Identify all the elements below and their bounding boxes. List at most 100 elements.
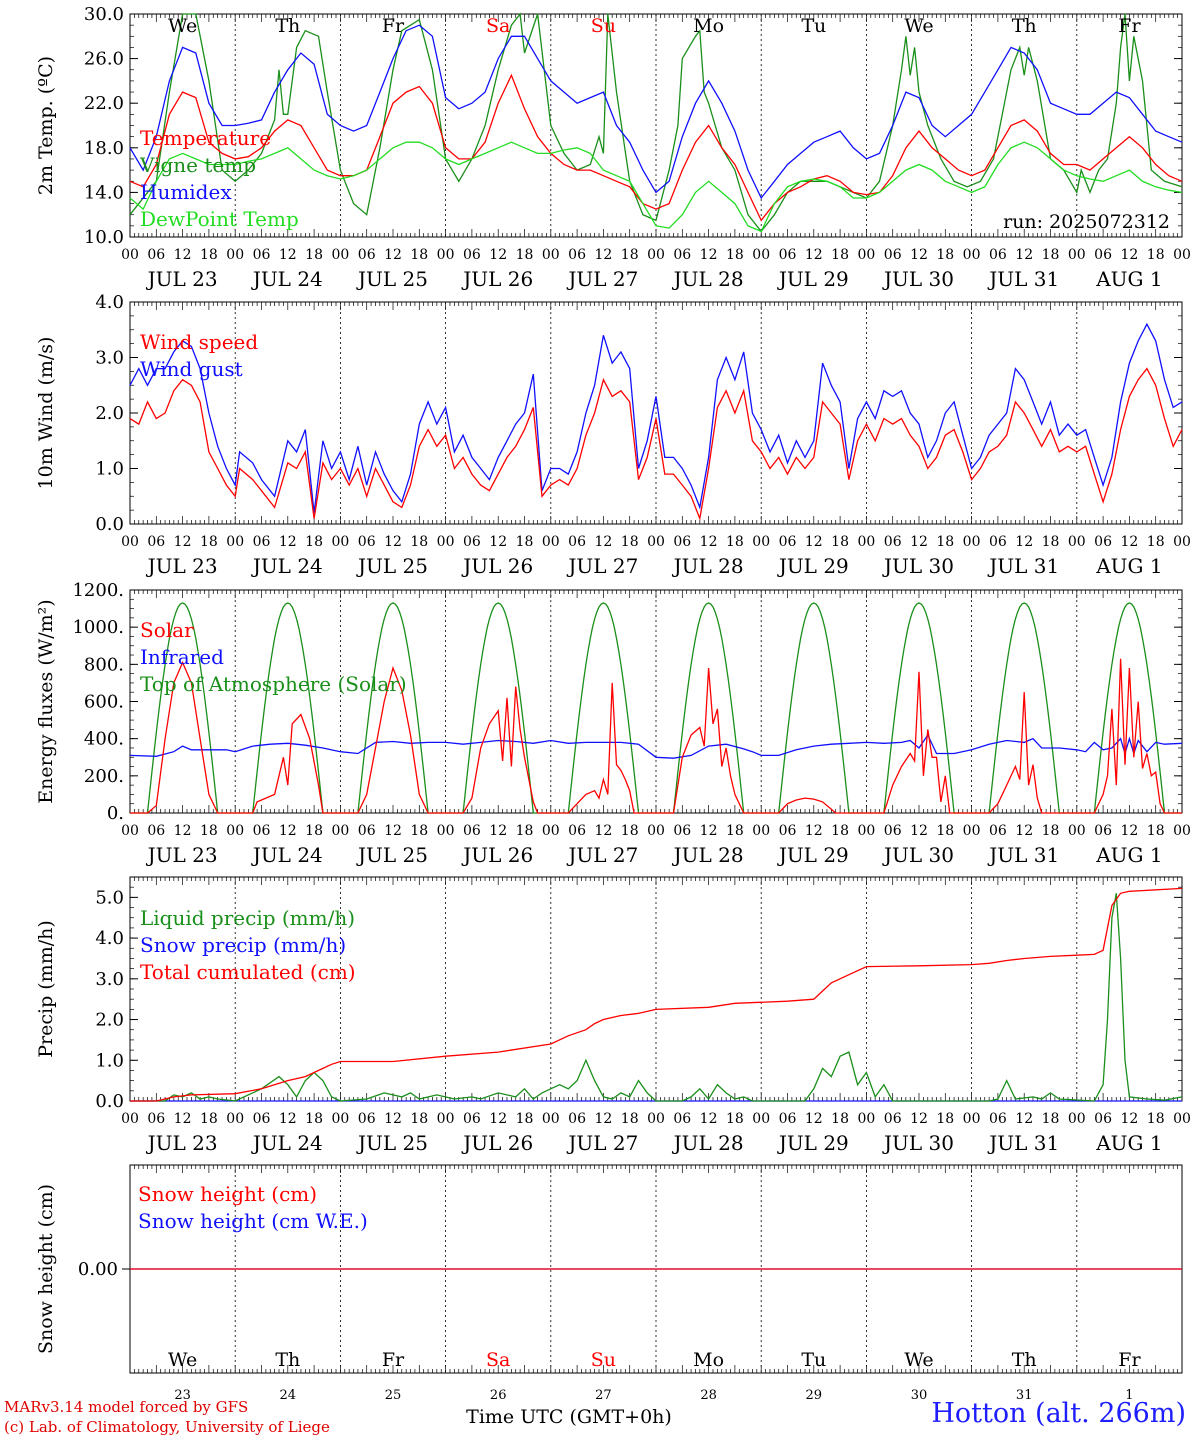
hour-tick-label: 00 — [226, 823, 244, 839]
hour-tick-label: 06 — [147, 1111, 165, 1127]
model-credit: MARv3.14 model forced by GFS (c) Lab. of… — [4, 1397, 330, 1437]
y-axis-label: Energy fluxes (W/m²) — [35, 599, 57, 803]
date-label: JUL 28 — [672, 267, 744, 291]
hour-tick-label: 12 — [910, 534, 928, 550]
series-vigne-temp — [129, 12, 1183, 233]
panel-1: 10.0 14.0 18.0 22.0 26.0 30.0 2m Temp. (ºC) Tem… — [35, 4, 1191, 291]
y-tick-label: 30.0 — [84, 4, 124, 25]
hour-tick-label: 12 — [805, 534, 823, 550]
hour-tick-label: 00 — [752, 1111, 770, 1127]
hour-tick-label: 06 — [1094, 1111, 1112, 1127]
hour-tick-label: 06 — [779, 1111, 797, 1127]
hour-tick-label: 06 — [884, 247, 902, 263]
x-axis-title: Time UTC (GMT+0h) — [466, 1406, 672, 1428]
hour-tick-label: 12 — [700, 534, 718, 550]
hour-tick-label: 00 — [331, 247, 349, 263]
date-label: AUG 1 — [1095, 267, 1162, 291]
weekday-label: Su — [591, 15, 616, 37]
y-tick-label: 4.0 — [95, 928, 124, 949]
hour-tick-label: 18 — [516, 534, 534, 550]
hour-tick-label: 06 — [989, 534, 1007, 550]
day-number-label: 23 — [174, 1388, 191, 1403]
hour-tick-label: 00 — [542, 534, 560, 550]
y-tick-label: 10.0 — [84, 227, 124, 248]
legend-entry: Temperature — [140, 126, 271, 150]
hour-tick-label: 18 — [936, 247, 954, 263]
y-tick-label: 1.0 — [95, 1050, 124, 1071]
panel-3: 0. 200. 400. 600. 800. 1000. 1200. Energy fluxe… — [35, 580, 1191, 867]
hour-tick-label: 06 — [147, 534, 165, 550]
hour-tick-label: 00 — [1068, 534, 1086, 550]
hour-tick-label: 00 — [331, 1111, 349, 1127]
series-wind-gust — [129, 322, 1183, 513]
day-number-label: 26 — [490, 1388, 507, 1403]
hour-tick-label: 00 — [542, 823, 560, 839]
hour-tick-label: 18 — [410, 823, 428, 839]
hour-tick-label: 18 — [726, 1111, 744, 1127]
hour-tick-label: 12 — [384, 247, 402, 263]
legend-entry: Humidex — [140, 180, 232, 204]
hour-tick-label: 06 — [463, 1111, 481, 1127]
weekday-label: We — [904, 15, 933, 37]
series-humidex — [129, 24, 1183, 200]
date-label: JUL 25 — [356, 554, 428, 578]
hour-tick-label: 00 — [437, 1111, 455, 1127]
legend-entry: Snow height (cm) — [138, 1182, 317, 1206]
hour-tick-label: 00 — [752, 534, 770, 550]
hour-tick-label: 06 — [358, 823, 376, 839]
hour-tick-label: 12 — [700, 1111, 718, 1127]
legend-entry: Top of Atmosphere (Solar) — [140, 672, 407, 696]
hour-tick-label: 06 — [779, 247, 797, 263]
run-label: run: 2025072312 — [1003, 211, 1170, 233]
hour-tick-label: 00 — [857, 247, 875, 263]
hour-tick-label: 18 — [410, 1111, 428, 1127]
hour-tick-label: 00 — [121, 534, 139, 550]
hour-tick-label: 00 — [1173, 1111, 1191, 1127]
series-dewpoint-temp — [129, 141, 1183, 233]
hour-tick-label: 12 — [594, 534, 612, 550]
date-label: JUL 28 — [672, 554, 744, 578]
hour-tick-label: 00 — [542, 247, 560, 263]
date-label: JUL 26 — [461, 267, 533, 291]
hour-tick-label: 06 — [989, 823, 1007, 839]
legend-entry: Total cumulated (cm) — [140, 960, 356, 984]
hour-tick-label: 12 — [384, 534, 402, 550]
weekday-label: We — [168, 1349, 197, 1371]
date-label: JUL 27 — [566, 554, 638, 578]
weekday-label: Fr — [382, 1349, 405, 1371]
hour-tick-label: 12 — [594, 247, 612, 263]
y-tick-label: 22.0 — [84, 93, 124, 114]
hour-tick-label: 06 — [1094, 823, 1112, 839]
date-label: JUL 23 — [146, 1131, 218, 1155]
hour-tick-label: 00 — [963, 534, 981, 550]
panel-5: 0.00 Snow height (cm) Snow height (cm) Snow… — [35, 1164, 1183, 1428]
hour-tick-label: 12 — [594, 823, 612, 839]
hour-tick-label: 18 — [516, 247, 534, 263]
hour-tick-label: 00 — [1068, 247, 1086, 263]
hour-tick-label: 18 — [621, 1111, 639, 1127]
hour-tick-label: 00 — [1068, 1111, 1086, 1127]
hour-tick-label: 12 — [1015, 534, 1033, 550]
hour-tick-label: 18 — [1147, 823, 1165, 839]
hour-tick-label: 12 — [489, 1111, 507, 1127]
hour-tick-label: 12 — [489, 823, 507, 839]
hour-tick-label: 06 — [463, 534, 481, 550]
hour-tick-label: 12 — [910, 823, 928, 839]
legend-entry: Liquid precip (mm/h) — [140, 906, 355, 930]
date-label: JUL 26 — [461, 1131, 533, 1155]
weekday-label: We — [904, 1349, 933, 1371]
hour-tick-label: 12 — [174, 1111, 192, 1127]
hour-tick-label: 12 — [910, 247, 928, 263]
hour-tick-label: 12 — [489, 534, 507, 550]
date-label: AUG 1 — [1095, 843, 1162, 867]
weekday-label: Th — [275, 1349, 300, 1371]
y-axis-label: Snow height (cm) — [35, 1184, 57, 1354]
hour-tick-label: 18 — [936, 823, 954, 839]
y-tick-label: 1000. — [72, 617, 124, 638]
hour-tick-label: 18 — [1147, 247, 1165, 263]
y-tick-label: 800. — [84, 654, 124, 675]
date-label: JUL 23 — [146, 267, 218, 291]
day-number-label: 25 — [385, 1388, 402, 1403]
hour-tick-label: 00 — [437, 534, 455, 550]
